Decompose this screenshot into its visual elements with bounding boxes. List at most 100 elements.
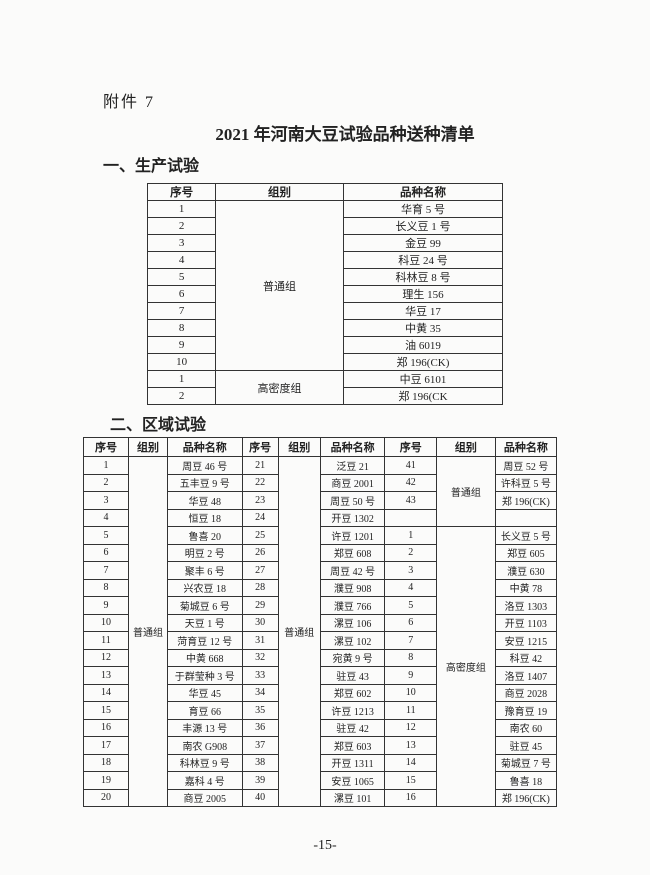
variety-name: 商豆 2001 (319, 473, 386, 492)
variety-name: 许豆 1201 (319, 526, 386, 545)
serial-number: 37 (241, 736, 279, 755)
serial-number: 23 (241, 491, 279, 510)
variety-name: 漯豆 106 (319, 613, 386, 632)
variety-name: 许科豆 5 号 (494, 473, 558, 492)
serial-number: 31 (241, 631, 279, 650)
serial-number: 10 (146, 353, 217, 371)
serial-number: 13 (83, 666, 129, 685)
serial-number: 6 (83, 543, 129, 562)
serial-number: 3 (83, 491, 129, 510)
serial-number: 42 (384, 473, 438, 492)
serial-number: 35 (241, 701, 279, 720)
variety-name: 中黄 78 (494, 578, 558, 597)
serial-number: 11 (384, 701, 438, 720)
variety-name: 周豆 50 号 (319, 491, 386, 510)
serial-number: 41 (384, 456, 438, 475)
variety-name: 漯豆 101 (319, 788, 386, 807)
table-row: 6 理生 156 (146, 285, 504, 303)
variety-name: 驻豆 45 (494, 736, 558, 755)
serial-number: 9 (83, 596, 129, 615)
variety-name (494, 508, 558, 527)
serial-number: 7 (384, 631, 438, 650)
serial-number: 11 (83, 631, 129, 650)
regional-trial-table: 序号 组别 品种名称 序号 组别 品种名称 序号 组别 品种名称 1 普通组 周豆 46 号 21 普通组… (83, 437, 558, 807)
serial-number: 10 (83, 613, 129, 632)
table-row: 4 恒豆 18 24 开豆 1302 (83, 508, 558, 527)
production-trial-table: 序号 组别 品种名称 1 普通组 华育 5 号 2 长义豆 1 号 3 金豆 99 4 科豆 24 号… (146, 183, 504, 405)
column-header: 组别 (127, 437, 169, 457)
variety-name: 郑豆 603 (319, 736, 386, 755)
serial-number: 2 (83, 473, 129, 492)
variety-name: 鲁喜 20 (167, 526, 243, 545)
column-header: 组别 (215, 183, 344, 201)
serial-number: 19 (83, 771, 129, 790)
variety-name: 理生 156 (342, 285, 504, 303)
serial-number: 9 (146, 336, 217, 354)
variety-name: 长义豆 1 号 (342, 217, 504, 235)
variety-name: 安豆 1215 (494, 631, 558, 650)
serial-number: 15 (384, 771, 438, 790)
serial-number: 2 (146, 387, 217, 405)
variety-name: 南农 G908 (167, 736, 243, 755)
serial-number: 3 (146, 234, 217, 252)
variety-name: 于群莹种 3 号 (167, 666, 243, 685)
variety-name: 华豆 45 (167, 683, 243, 702)
variety-name: 长义豆 5 号 (494, 526, 558, 545)
serial-number: 27 (241, 561, 279, 580)
table-row: 9 菊城豆 6 号 29 濮豆 766 5 洛豆 1303 (83, 596, 558, 615)
variety-name: 濮豆 630 (494, 561, 558, 580)
group-name: 普通组 (127, 456, 169, 807)
table-row: 16 丰源 13 号 36 驻豆 42 12 南农 60 (83, 718, 558, 737)
serial-number: 40 (241, 788, 279, 807)
variety-name: 开豆 1302 (319, 508, 386, 527)
variety-name: 科豆 24 号 (342, 251, 504, 269)
variety-name: 金豆 99 (342, 234, 504, 252)
serial-number: 14 (83, 683, 129, 702)
serial-number: 24 (241, 508, 279, 527)
serial-number: 12 (83, 648, 129, 667)
variety-name: 菊城豆 7 号 (494, 753, 558, 772)
serial-number: 25 (241, 526, 279, 545)
variety-name: 五丰豆 9 号 (167, 473, 243, 492)
page-number: -15- (313, 838, 337, 853)
variety-name: 驻豆 43 (319, 666, 386, 685)
serial-number: 12 (384, 718, 438, 737)
column-header: 品种名称 (167, 437, 243, 457)
table-row: 5 科林豆 8 号 (146, 268, 504, 286)
variety-name: 商豆 2028 (494, 683, 558, 702)
table-row: 17 南农 G908 37 郑豆 603 13 驻豆 45 (83, 736, 558, 755)
variety-name: 开豆 1103 (494, 613, 558, 632)
serial-number: 30 (241, 613, 279, 632)
serial-number: 17 (83, 736, 129, 755)
serial-number: 5 (83, 526, 129, 545)
serial-number: 26 (241, 543, 279, 562)
variety-name: 安豆 1065 (319, 771, 386, 790)
serial-number: 22 (241, 473, 279, 492)
variety-name: 商豆 2005 (167, 788, 243, 807)
variety-name: 天豆 1 号 (167, 613, 243, 632)
variety-name: 洛豆 1407 (494, 666, 558, 685)
header-row: 序号 组别 品种名称 序号 组别 品种名称 序号 组别 品种名称 (83, 437, 558, 457)
table-row: 7 聚丰 6 号 27 周豆 42 号 3 濮豆 630 (83, 561, 558, 580)
variety-name: 驻豆 42 (319, 718, 386, 737)
variety-name: 育豆 66 (167, 701, 243, 720)
serial-number: 1 (146, 200, 217, 218)
section2-heading: 二、区域试验 (110, 417, 207, 434)
variety-name: 中黄 668 (167, 648, 243, 667)
variety-name: 宛黄 9 号 (319, 648, 386, 667)
table-row: 10 天豆 1 号 30 漯豆 106 6 开豆 1103 (83, 613, 558, 632)
serial-number: 5 (146, 268, 217, 286)
column-header: 序号 (241, 437, 279, 457)
variety-name: 鲁喜 18 (494, 771, 558, 790)
table-row: 19 嘉科 4 号 39 安豆 1065 15 鲁喜 18 (83, 771, 558, 790)
serial-number: 4 (384, 578, 438, 597)
serial-number: 8 (146, 319, 217, 337)
serial-number: 16 (83, 718, 129, 737)
serial-number: 20 (83, 788, 129, 807)
header-row: 序号 组别 品种名称 (146, 183, 504, 201)
serial-number: 18 (83, 753, 129, 772)
variety-name: 科林豆 8 号 (342, 268, 504, 286)
column-header: 品种名称 (342, 183, 504, 201)
variety-name: 郑 196(CK) (494, 788, 558, 807)
variety-name: 周豆 42 号 (319, 561, 386, 580)
